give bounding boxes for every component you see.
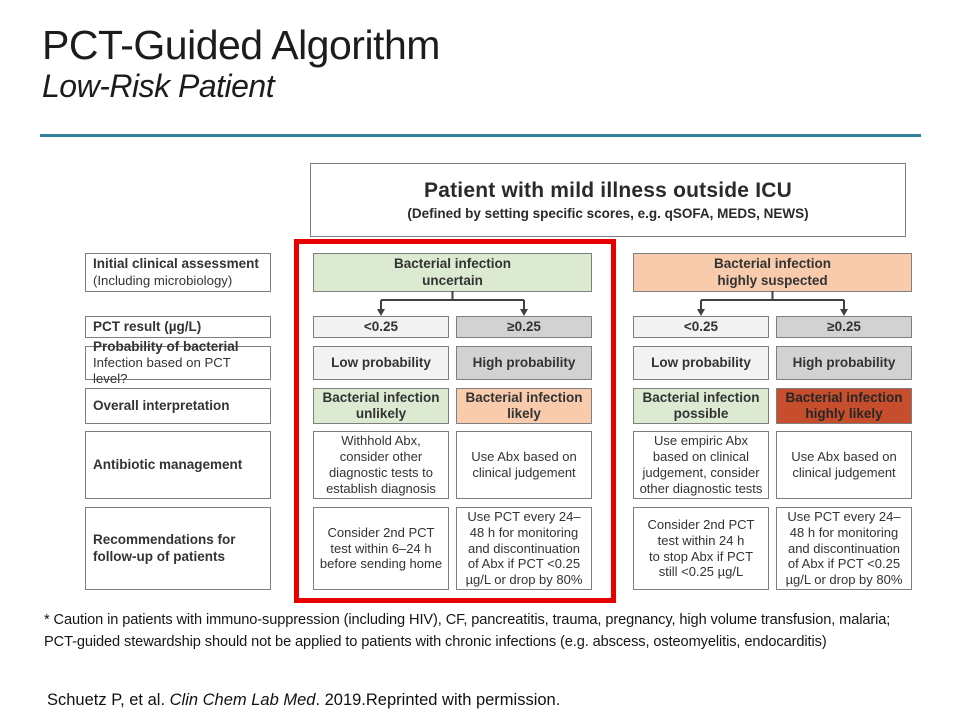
uncertain-pct-low-cell: <0.25: [313, 316, 449, 338]
row-label-text: Recommendations for follow-up of patient…: [93, 532, 236, 564]
uncertain-management-low-cell: Withhold Abx, consider other diagnostic …: [313, 431, 449, 499]
row-label-followup: Recommendations for follow-up of patient…: [85, 507, 271, 590]
arrow-down-icon: [377, 309, 385, 316]
top-box-subtitle: (Defined by setting specific scores, e.g…: [407, 205, 809, 221]
page-title: PCT-Guided Algorithm: [42, 22, 440, 68]
uncertain-probability-low-cell: Low probability: [313, 346, 449, 380]
arrow-down-icon: [840, 309, 848, 316]
top-condition-box: Patient with mild illness outside ICU (D…: [310, 163, 906, 237]
row-label-text: Overall interpretation: [93, 397, 230, 413]
suspected-probability-high-cell: High probability: [776, 346, 912, 380]
uncertain-probability-high-cell: High probability: [456, 346, 592, 380]
row-label-initial-assessment: Initial clinical assessment (Including m…: [85, 253, 271, 292]
row-label-text: Antibiotic management: [93, 456, 243, 472]
citation-journal: Clin Chem Lab Med: [169, 691, 316, 709]
title-divider: [40, 134, 921, 137]
row-label-probability: Probability of bacterial Infection based…: [85, 339, 271, 386]
branch-connector-uncertain: [377, 291, 528, 316]
suspected-interpretation-low-cell: Bacterial infection possible: [633, 388, 769, 424]
arrow-down-icon: [520, 309, 528, 316]
suspected-management-low-cell: Use empiric Abx based on clinical judgem…: [633, 431, 769, 499]
uncertain-interpretation-low-cell: Bacterial infection unlikely: [313, 388, 449, 424]
uncertain-management-high-cell: Use Abx based on clinical judgement: [456, 431, 592, 499]
citation-rest: . 2019.Reprinted with permission.: [315, 691, 561, 709]
suspected-interpretation-high-cell: Bacterial infection highly likely: [776, 388, 912, 424]
red-highlight-outline: [294, 239, 616, 603]
row-label-text: Probability of bacterial: [93, 338, 239, 354]
branch-header-highly-suspected: Bacterial infection highly suspected: [633, 253, 912, 292]
suspected-followup-high-cell: Use PCT every 24– 48 h for monitoring an…: [776, 507, 912, 590]
page-subtitle: Low-Risk Patient: [42, 68, 275, 105]
branch-connector-highly-suspected: [697, 291, 848, 316]
uncertain-followup-high-cell: Use PCT every 24– 48 h for monitoring an…: [456, 507, 592, 590]
suspected-probability-low-cell: Low probability: [633, 346, 769, 380]
row-label-antibiotic-management: Antibiotic management: [85, 431, 271, 499]
footnote: * Caution in patients with immuno-suppre…: [44, 612, 891, 650]
arrow-down-icon: [697, 309, 705, 316]
row-label-subtext: (Including microbiology): [93, 272, 233, 288]
uncertain-interpretation-high-cell: Bacterial infection likely: [456, 388, 592, 424]
suspected-followup-low-cell: Consider 2nd PCT test within 24 h to sto…: [633, 507, 769, 590]
citation-authors: Schuetz P, et al.: [47, 691, 170, 709]
row-label-subtext: Infection based on PCT level?: [93, 355, 231, 387]
uncertain-followup-low-cell: Consider 2nd PCT test within 6–24 h befo…: [313, 507, 449, 590]
suspected-pct-high-cell: ≥0.25: [776, 316, 912, 338]
row-label-pct-result: PCT result (µg/L): [85, 316, 271, 338]
branch-header-uncertain: Bacterial infection uncertain: [313, 253, 592, 292]
title-block: PCT-Guided Algorithm Low-Risk Patient: [42, 22, 440, 104]
citation: Schuetz P, et al. Clin Chem Lab Med. 201…: [47, 691, 560, 710]
suspected-management-high-cell: Use Abx based on clinical judgement: [776, 431, 912, 499]
row-label-text: Initial clinical assessment: [93, 256, 259, 272]
uncertain-pct-high-cell: ≥0.25: [456, 316, 592, 338]
row-label-interpretation: Overall interpretation: [85, 388, 271, 424]
top-box-title: Patient with mild illness outside ICU: [424, 178, 792, 202]
suspected-pct-low-cell: <0.25: [633, 316, 769, 338]
row-label-text: PCT result (µg/L): [93, 318, 202, 334]
